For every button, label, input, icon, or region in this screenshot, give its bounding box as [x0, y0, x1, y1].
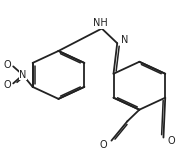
Text: O: O — [4, 80, 11, 90]
Text: O: O — [100, 140, 107, 150]
Text: N: N — [121, 35, 129, 45]
Text: N: N — [19, 70, 27, 80]
Text: O: O — [167, 136, 175, 146]
Text: NH: NH — [93, 18, 107, 28]
Text: O: O — [4, 60, 11, 70]
